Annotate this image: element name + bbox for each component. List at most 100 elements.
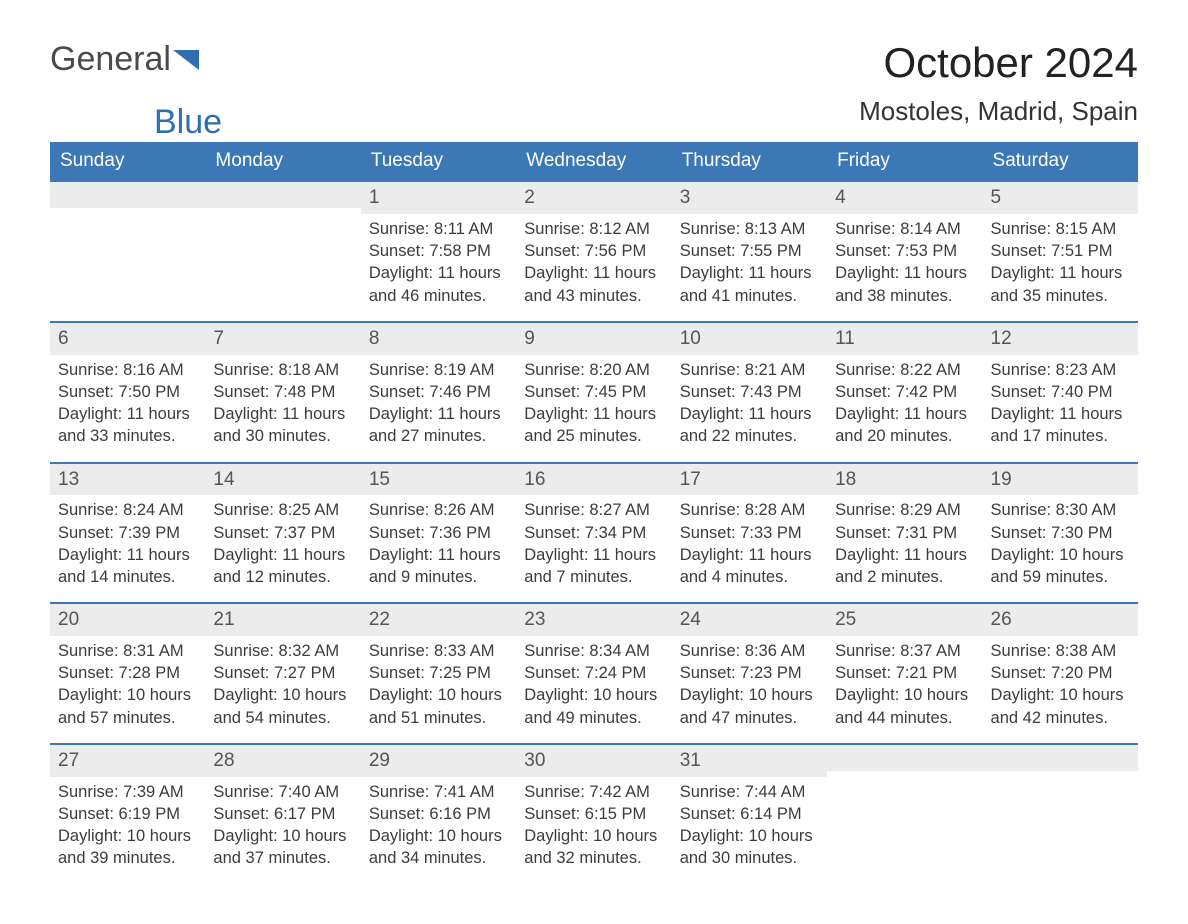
day-number-bar: 7 (205, 321, 360, 355)
daylight1-text: Daylight: 10 hours (680, 684, 819, 706)
sunrise-text: Sunrise: 8:34 AM (524, 640, 663, 662)
daylight2-text: and 41 minutes. (680, 285, 819, 307)
sunrise-text: Sunrise: 8:12 AM (524, 218, 663, 240)
day-cell: 6Sunrise: 8:16 AMSunset: 7:50 PMDaylight… (50, 321, 205, 462)
sunset-text: Sunset: 7:25 PM (369, 662, 508, 684)
day-cell: 8Sunrise: 8:19 AMSunset: 7:46 PMDaylight… (361, 321, 516, 462)
daylight2-text: and 2 minutes. (835, 566, 974, 588)
day-cell: 20Sunrise: 8:31 AMSunset: 7:28 PMDayligh… (50, 602, 205, 743)
day-number-bar: 4 (827, 180, 982, 214)
day-cell: 2Sunrise: 8:12 AMSunset: 7:56 PMDaylight… (516, 180, 671, 321)
calendar: SundayMondayTuesdayWednesdayThursdayFrid… (50, 142, 1138, 884)
day-cell: 26Sunrise: 8:38 AMSunset: 7:20 PMDayligh… (983, 602, 1138, 743)
sunrise-text: Sunrise: 8:28 AM (680, 499, 819, 521)
day-cell: 11Sunrise: 8:22 AMSunset: 7:42 PMDayligh… (827, 321, 982, 462)
day-number-bar: 15 (361, 462, 516, 496)
day-cell: 23Sunrise: 8:34 AMSunset: 7:24 PMDayligh… (516, 602, 671, 743)
sunset-text: Sunset: 6:19 PM (58, 803, 197, 825)
day-header-cell: Wednesday (516, 142, 671, 180)
sunset-text: Sunset: 7:34 PM (524, 522, 663, 544)
day-header-cell: Tuesday (361, 142, 516, 180)
day-number-bar: 20 (50, 602, 205, 636)
sunset-text: Sunset: 7:53 PM (835, 240, 974, 262)
sunrise-text: Sunrise: 7:39 AM (58, 781, 197, 803)
sunset-text: Sunset: 7:50 PM (58, 381, 197, 403)
day-number-bar: 27 (50, 743, 205, 777)
daylight2-text: and 17 minutes. (991, 425, 1130, 447)
sunset-text: Sunset: 7:55 PM (680, 240, 819, 262)
daylight2-text: and 43 minutes. (524, 285, 663, 307)
sunset-text: Sunset: 7:24 PM (524, 662, 663, 684)
sunset-text: Sunset: 7:37 PM (213, 522, 352, 544)
daylight2-text: and 27 minutes. (369, 425, 508, 447)
day-header-cell: Sunday (50, 142, 205, 180)
day-number-bar: 10 (672, 321, 827, 355)
daylight1-text: Daylight: 11 hours (680, 262, 819, 284)
day-cell: 1Sunrise: 8:11 AMSunset: 7:58 PMDaylight… (361, 180, 516, 321)
day-cell: 3Sunrise: 8:13 AMSunset: 7:55 PMDaylight… (672, 180, 827, 321)
sunset-text: Sunset: 7:40 PM (991, 381, 1130, 403)
day-number-bar: 6 (50, 321, 205, 355)
day-cell: 31Sunrise: 7:44 AMSunset: 6:14 PMDayligh… (672, 743, 827, 884)
daylight2-text: and 38 minutes. (835, 285, 974, 307)
daylight2-text: and 46 minutes. (369, 285, 508, 307)
logo-text-b (171, 40, 199, 79)
day-number-bar: 21 (205, 602, 360, 636)
day-number-bar: 13 (50, 462, 205, 496)
day-number-bar: 31 (672, 743, 827, 777)
sunrise-text: Sunrise: 8:26 AM (369, 499, 508, 521)
sunrise-text: Sunrise: 8:27 AM (524, 499, 663, 521)
sunset-text: Sunset: 7:45 PM (524, 381, 663, 403)
sunrise-text: Sunrise: 8:13 AM (680, 218, 819, 240)
sunset-text: Sunset: 7:58 PM (369, 240, 508, 262)
sunrise-text: Sunrise: 8:38 AM (991, 640, 1130, 662)
week-row: 1Sunrise: 8:11 AMSunset: 7:58 PMDaylight… (50, 180, 1138, 321)
day-cell: 29Sunrise: 7:41 AMSunset: 6:16 PMDayligh… (361, 743, 516, 884)
location-subtitle: Mostoles, Madrid, Spain (859, 96, 1138, 127)
day-cell: 12Sunrise: 8:23 AMSunset: 7:40 PMDayligh… (983, 321, 1138, 462)
sunrise-text: Sunrise: 7:40 AM (213, 781, 352, 803)
daylight2-text: and 7 minutes. (524, 566, 663, 588)
daylight1-text: Daylight: 11 hours (835, 262, 974, 284)
sunset-text: Sunset: 7:46 PM (369, 381, 508, 403)
sunrise-text: Sunrise: 8:32 AM (213, 640, 352, 662)
sunset-text: Sunset: 7:23 PM (680, 662, 819, 684)
sunrise-text: Sunrise: 7:42 AM (524, 781, 663, 803)
day-cell (827, 743, 982, 884)
logo: General (50, 40, 199, 79)
sunrise-text: Sunrise: 7:41 AM (369, 781, 508, 803)
sunset-text: Sunset: 7:56 PM (524, 240, 663, 262)
daylight1-text: Daylight: 10 hours (369, 684, 508, 706)
sunset-text: Sunset: 7:28 PM (58, 662, 197, 684)
daylight1-text: Daylight: 11 hours (213, 544, 352, 566)
logo-triangle-icon (173, 50, 199, 70)
day-cell: 22Sunrise: 8:33 AMSunset: 7:25 PMDayligh… (361, 602, 516, 743)
daylight1-text: Daylight: 10 hours (58, 825, 197, 847)
day-number-bar (983, 743, 1138, 771)
day-number-bar: 9 (516, 321, 671, 355)
day-cell: 4 Sunrise: 8:14 AMSunset: 7:53 PMDaylight… (827, 180, 982, 321)
daylight1-text: Daylight: 10 hours (58, 684, 197, 706)
sunrise-text: Sunrise: 8:24 AM (58, 499, 197, 521)
sunrise-text: Sunrise: 8:15 AM (991, 218, 1130, 240)
sunrise-text: Sunrise: 8:14 AM (835, 218, 974, 240)
daylight2-text: and 14 minutes. (58, 566, 197, 588)
day-cell: 13Sunrise: 8:24 AMSunset: 7:39 PMDayligh… (50, 462, 205, 603)
sunset-text: Sunset: 7:48 PM (213, 381, 352, 403)
day-cell: 14Sunrise: 8:25 AMSunset: 7:37 PMDayligh… (205, 462, 360, 603)
daylight2-text: and 33 minutes. (58, 425, 197, 447)
daylight1-text: Daylight: 11 hours (680, 403, 819, 425)
day-cell: 17Sunrise: 8:28 AMSunset: 7:33 PMDayligh… (672, 462, 827, 603)
daylight1-text: Daylight: 11 hours (835, 403, 974, 425)
daylight2-text: and 54 minutes. (213, 707, 352, 729)
sunset-text: Sunset: 7:20 PM (991, 662, 1130, 684)
sunrise-text: Sunrise: 8:29 AM (835, 499, 974, 521)
sunrise-text: Sunrise: 8:36 AM (680, 640, 819, 662)
daylight2-text: and 59 minutes. (991, 566, 1130, 588)
day-number-bar: 2 (516, 180, 671, 214)
day-number-bar: 19 (983, 462, 1138, 496)
day-number-bar: 14 (205, 462, 360, 496)
day-number-bar: 11 (827, 321, 982, 355)
day-number-bar: 29 (361, 743, 516, 777)
week-row: 13Sunrise: 8:24 AMSunset: 7:39 PMDayligh… (50, 462, 1138, 603)
